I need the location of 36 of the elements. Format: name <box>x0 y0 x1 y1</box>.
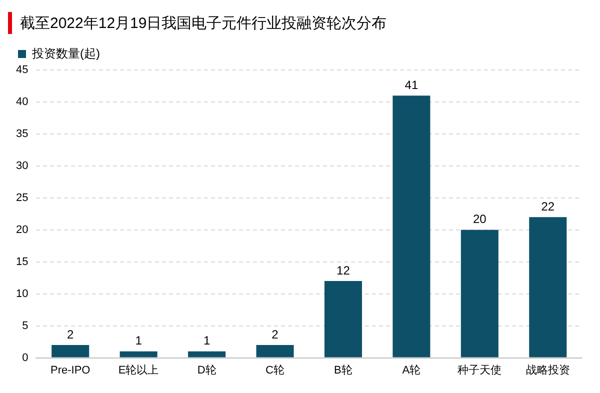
bar <box>392 96 430 358</box>
y-tick-label: 0 <box>22 352 28 364</box>
y-tick-label: 35 <box>16 128 28 140</box>
x-tick-label: 战略投资 <box>526 364 570 376</box>
data-label: 20 <box>472 212 487 226</box>
bar <box>324 281 362 358</box>
data-label: 22 <box>541 199 555 214</box>
x-tick-label: C轮 <box>266 364 284 376</box>
x-tick-label: D轮 <box>197 364 216 376</box>
data-label: 41 <box>404 78 418 92</box>
data-label: 12 <box>336 263 350 278</box>
y-tick-label: 10 <box>16 288 28 300</box>
x-tick-label: B轮 <box>334 364 352 376</box>
x-tick-label: A轮 <box>402 364 421 376</box>
x-tick-label: 种子天使 <box>458 363 502 376</box>
y-tick-label: 5 <box>22 320 28 332</box>
x-tick-label: Pre-IPO <box>50 364 91 376</box>
bar <box>188 351 226 358</box>
y-tick-label: 15 <box>16 256 28 268</box>
data-label: 2 <box>272 327 279 342</box>
data-label: 1 <box>203 334 210 348</box>
data-label: 2 <box>67 327 74 342</box>
bar <box>460 230 498 358</box>
bar <box>120 351 158 358</box>
data-label: 1 <box>135 334 142 348</box>
bar <box>256 345 294 358</box>
y-tick-label: 40 <box>16 96 28 108</box>
y-tick-label: 30 <box>16 160 28 172</box>
legend-label: 投资数量(起) <box>31 46 100 60</box>
bar <box>52 345 90 358</box>
y-tick-label: 25 <box>16 192 28 204</box>
bar <box>529 217 567 358</box>
chart-title: 截至2022年12月19日我国电子元件行业投融资轮次分布 <box>20 14 387 32</box>
y-tick-label: 20 <box>16 224 28 236</box>
y-tick-label: 45 <box>16 64 28 76</box>
x-tick-label: E轮以上 <box>118 363 159 376</box>
